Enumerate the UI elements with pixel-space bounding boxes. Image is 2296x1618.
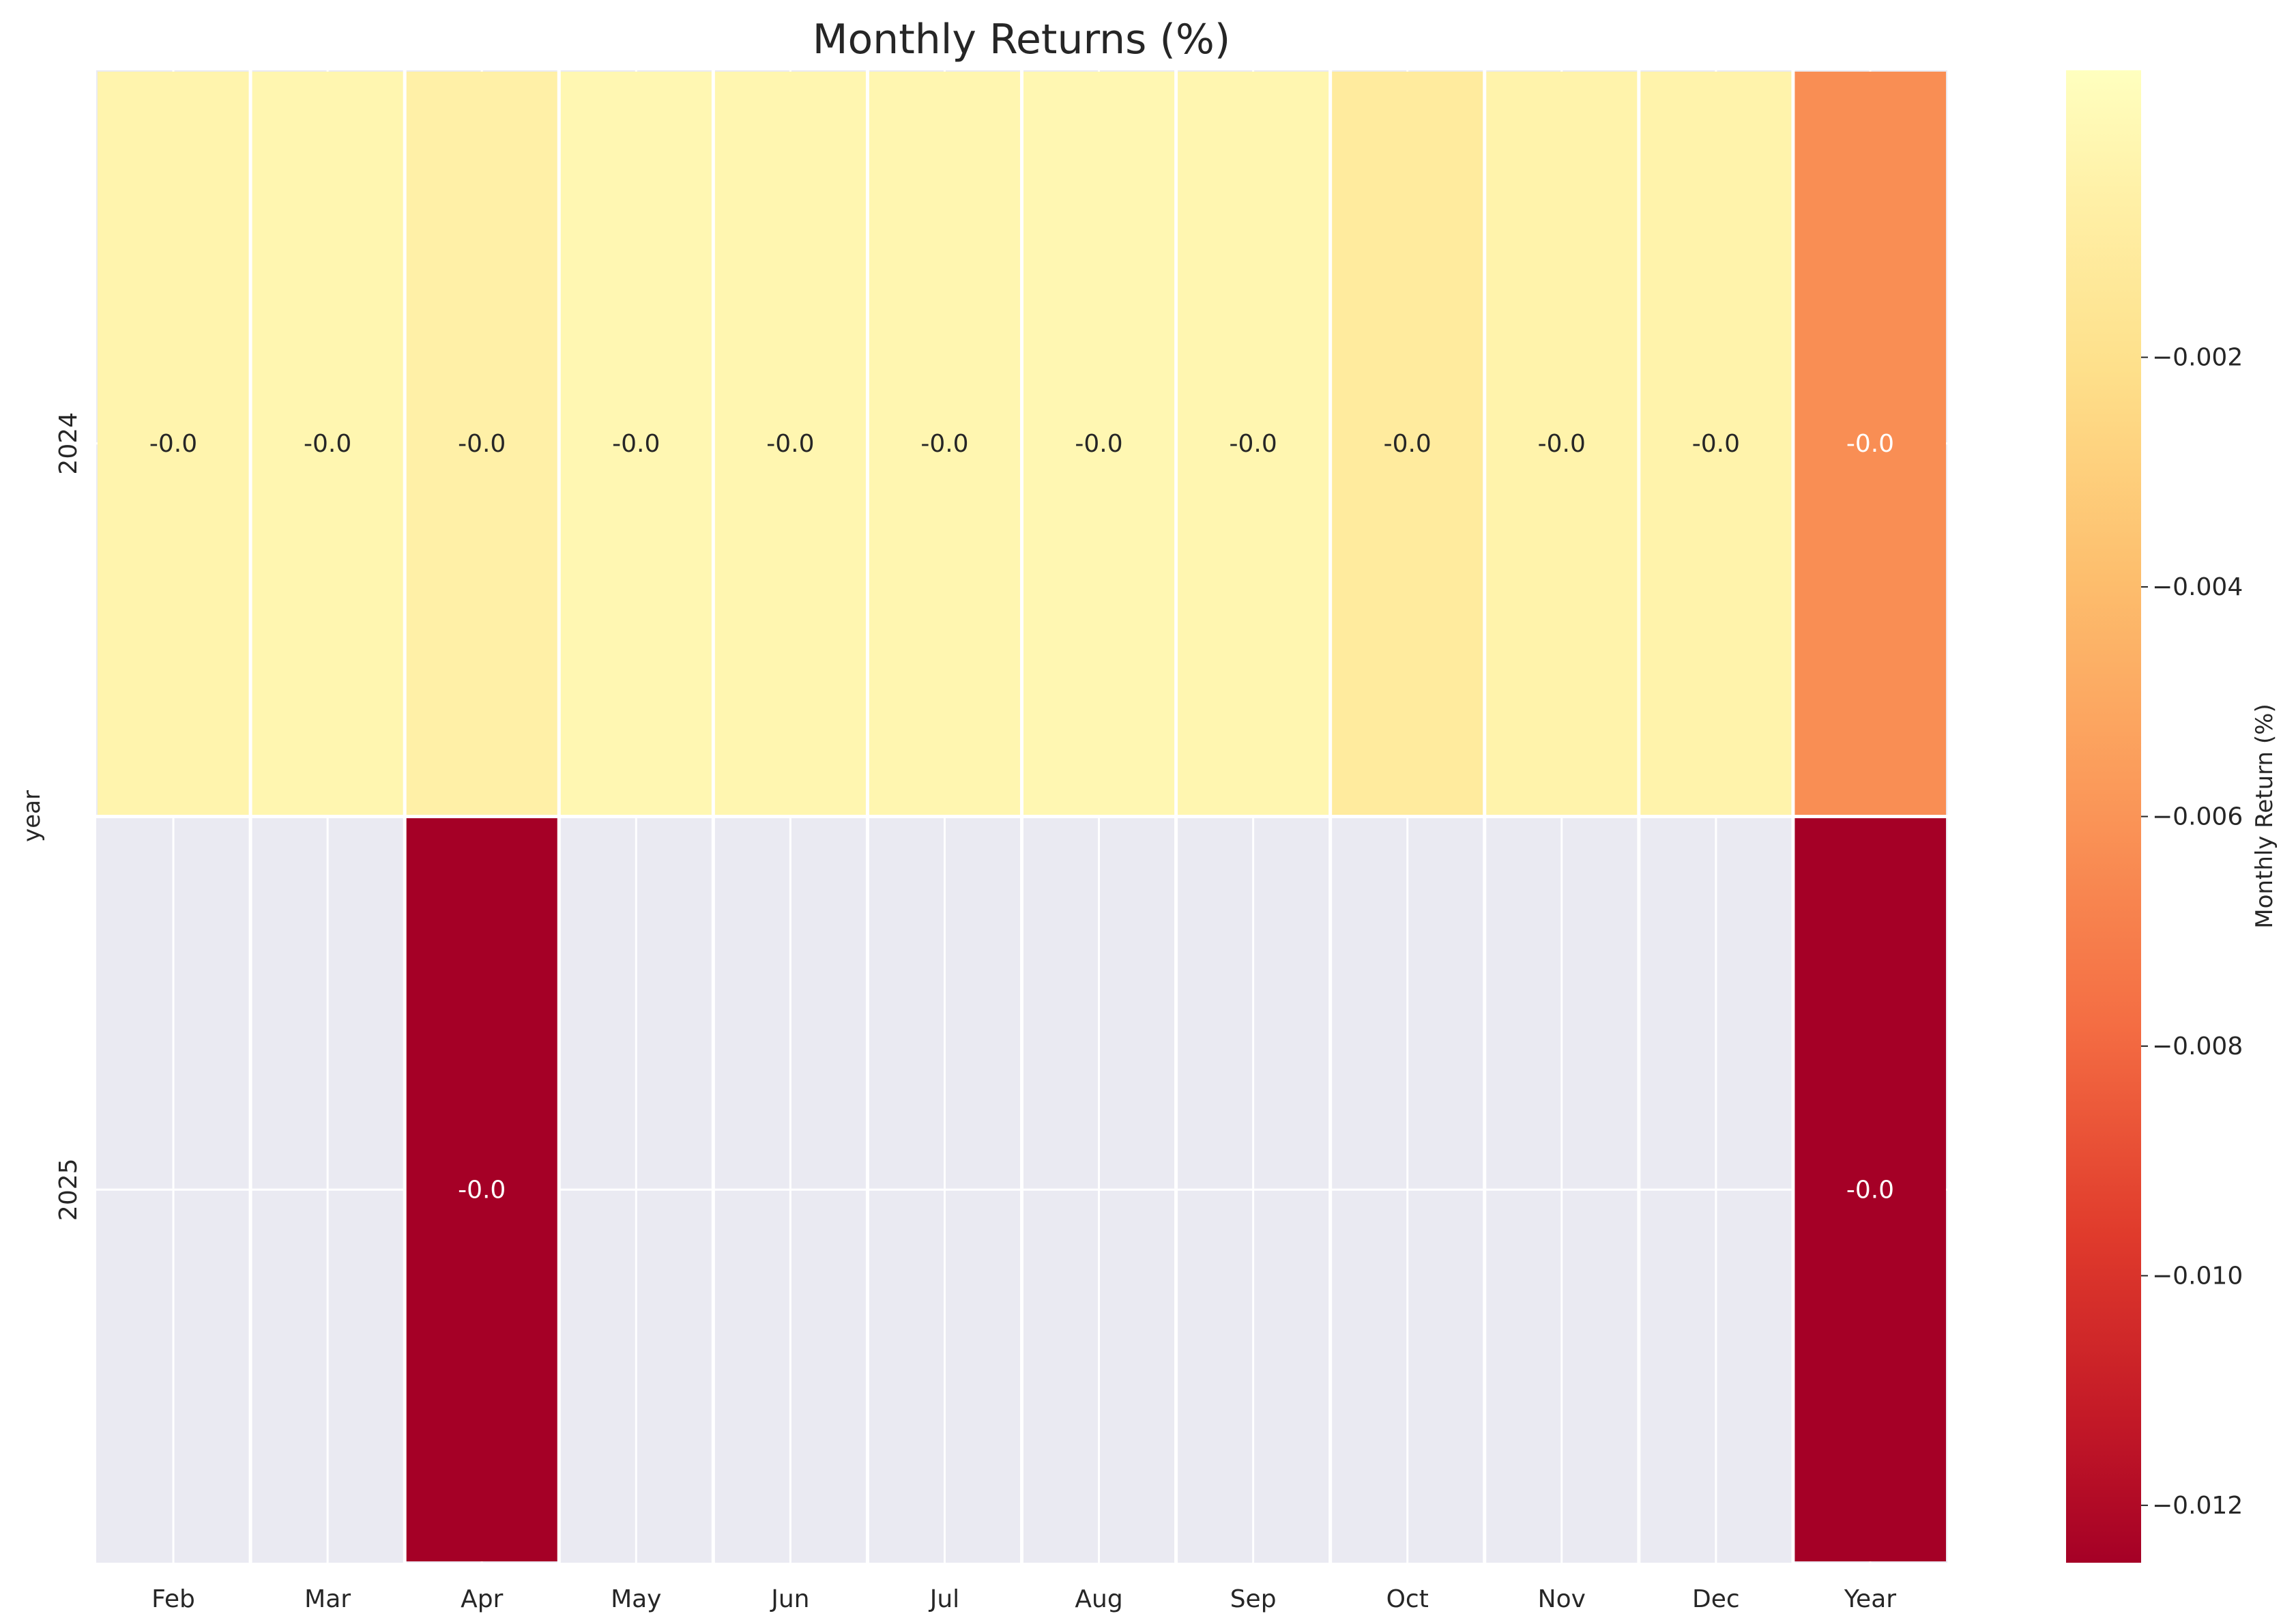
cell-label: -0.0 (1075, 430, 1122, 458)
heatmap-cell (252, 72, 404, 815)
colorbar-tick-label: −0.010 (2152, 1262, 2243, 1290)
x-tick-label: Sep (1230, 1585, 1277, 1613)
heatmap-cell (1331, 72, 1483, 815)
heatmap-cell (406, 72, 558, 815)
x-axis-ticks: Feb Mar Apr May Jun Jul Aug Sep Oct Nov Dec Year (151, 1585, 1896, 1613)
x-tick-label: Year (1844, 1585, 1896, 1613)
heatmap-cell (98, 72, 250, 815)
cell-label: -0.0 (612, 430, 660, 458)
cell-label: -0.0 (1538, 430, 1586, 458)
colorbar-label: Monthly Return (%) (2251, 704, 2278, 928)
cell-label: -0.0 (1384, 430, 1432, 458)
x-tick-label: Jun (770, 1585, 809, 1613)
cell-label: -0.0 (1846, 430, 1894, 458)
x-tick-label: Nov (1538, 1585, 1586, 1613)
colorbar (2066, 70, 2141, 1563)
heatmap-cell (1794, 72, 1946, 815)
cell-label: -0.0 (458, 430, 506, 458)
x-tick-label: May (611, 1585, 661, 1613)
y-axis-label: year (18, 790, 46, 842)
colorbar-tick-label: −0.006 (2152, 803, 2243, 831)
y-tick-label: 2024 (55, 412, 83, 475)
cell-label: -0.0 (920, 430, 968, 458)
heatmap-cell (1794, 818, 1946, 1561)
colorbar-ticks: −0.002 −0.004 −0.006 −0.008 −0.010 −0.012 (2141, 344, 2243, 1520)
cell-label: -0.0 (1692, 430, 1740, 458)
heatmap-cell (560, 72, 712, 815)
plot-area: -0.0 -0.0 -0.0 -0.0 -0.0 -0.0 -0.0 -0.0 -0.0 -0.0… (96, 70, 1947, 1563)
cell-label: -0.0 (149, 430, 197, 458)
x-tick-label: Oct (1386, 1585, 1429, 1613)
heatmap-cell (869, 72, 1021, 815)
colorbar-tick-label: −0.008 (2152, 1032, 2243, 1060)
x-tick-label: Dec (1692, 1585, 1740, 1613)
x-tick-label: Apr (461, 1585, 503, 1613)
cell-label: -0.0 (1230, 430, 1277, 458)
x-tick-label: Mar (304, 1585, 351, 1613)
y-tick-label: 2025 (55, 1158, 83, 1221)
x-tick-label: Jul (929, 1585, 959, 1613)
chart-title: Monthly Returns (%) (813, 16, 1231, 63)
cell-label: -0.0 (304, 430, 351, 458)
heatmap-cell (1485, 72, 1638, 815)
y-axis-ticks: 2024 2025 (55, 412, 83, 1221)
heatmap-cell (406, 818, 558, 1561)
x-tick-label: Feb (151, 1585, 195, 1613)
colorbar-tick-label: −0.004 (2152, 573, 2243, 601)
heatmap-cell (1023, 72, 1175, 815)
colorbar-tick-label: −0.002 (2152, 344, 2243, 372)
heatmap-cell (714, 72, 867, 815)
cell-label: -0.0 (458, 1176, 506, 1204)
x-tick-label: Aug (1075, 1585, 1122, 1613)
cell-label: -0.0 (766, 430, 814, 458)
colorbar-tick-label: −0.012 (2152, 1492, 2243, 1520)
cell-label: -0.0 (1846, 1176, 1894, 1204)
heatmap-cell (1640, 72, 1792, 815)
heatmap-cell (1177, 72, 1329, 815)
